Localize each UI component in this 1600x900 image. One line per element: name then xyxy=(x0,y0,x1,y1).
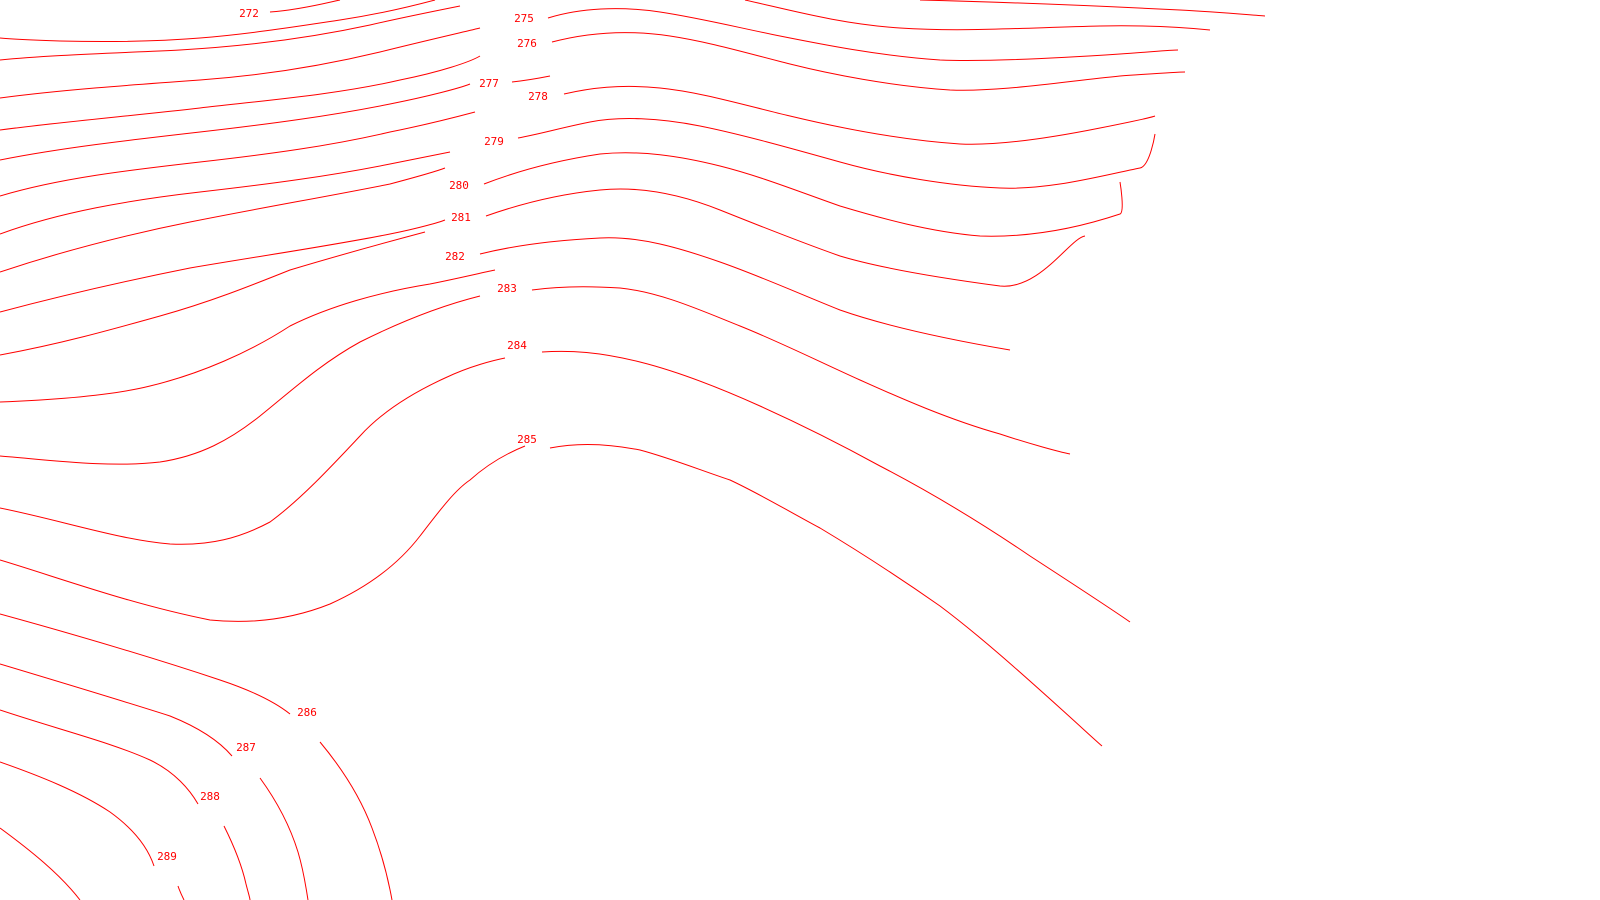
contour-line-283 xyxy=(531,286,1071,455)
contour-line xyxy=(0,55,481,131)
contour-line xyxy=(0,613,291,715)
contour-line xyxy=(0,167,446,273)
contour-line xyxy=(0,5,461,61)
contour-line xyxy=(744,0,1211,31)
contour-label-282: 282 xyxy=(445,250,465,263)
contour-label-283: 283 xyxy=(497,282,517,295)
contour-label-286: 286 xyxy=(297,706,317,719)
contour-line xyxy=(0,663,233,757)
contour-line xyxy=(0,827,81,900)
contour-line xyxy=(0,445,526,622)
contour-line-281 xyxy=(485,188,1086,287)
contour-line xyxy=(269,0,341,13)
contour-line xyxy=(0,761,155,867)
contour-line-286 xyxy=(319,741,393,900)
contour-label-277: 277 xyxy=(479,77,499,90)
contour-line xyxy=(0,295,481,465)
contour-label-272: 272 xyxy=(239,7,259,20)
contour-line-275 xyxy=(547,8,1179,62)
contour-label-276: 276 xyxy=(517,37,537,50)
contour-line xyxy=(0,0,436,43)
contour-line-276 xyxy=(551,32,1186,91)
contour-line xyxy=(0,151,451,235)
contour-label-278: 278 xyxy=(528,90,548,103)
contour-label-280: 280 xyxy=(449,179,469,192)
contour-line xyxy=(919,0,1266,17)
contour-label-288: 288 xyxy=(200,790,220,803)
contour-label-275: 275 xyxy=(514,12,534,25)
contour-label-279: 279 xyxy=(484,135,504,148)
contour-line xyxy=(0,83,471,161)
contour-line xyxy=(0,709,199,805)
contour-label-281: 281 xyxy=(451,211,471,224)
contour-line-282 xyxy=(479,237,1011,351)
contour-label-289: 289 xyxy=(157,850,177,863)
contour-line-285 xyxy=(549,443,1103,747)
contour-line xyxy=(0,357,506,545)
contour-line-278 xyxy=(563,85,1156,145)
contour-line xyxy=(0,269,496,403)
contour-line xyxy=(0,219,446,313)
contour-line-279 xyxy=(517,118,1156,189)
contour-line xyxy=(0,27,481,99)
contour-line-280 xyxy=(483,152,1123,237)
contour-label-285: 285 xyxy=(517,433,537,446)
contour-line-284 xyxy=(541,350,1131,623)
contour-line xyxy=(0,111,476,197)
contour-line-288 xyxy=(223,825,251,900)
contour-line-289 xyxy=(177,885,185,900)
contour-label-287: 287 xyxy=(236,741,256,754)
contour-line-287 xyxy=(259,777,309,900)
contour-label-284: 284 xyxy=(507,339,527,352)
contour-line-277 xyxy=(511,75,551,83)
contour-line xyxy=(0,231,426,356)
